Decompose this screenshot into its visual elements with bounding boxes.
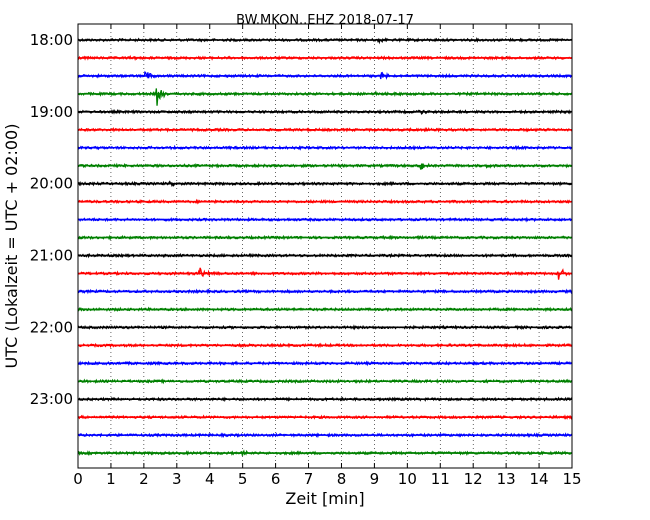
x-tick-label: 15 bbox=[562, 470, 581, 488]
y-tick-label: 19:00 bbox=[30, 103, 73, 121]
seismogram-trace bbox=[77, 162, 573, 170]
y-tick-label: 22:00 bbox=[30, 318, 73, 336]
x-tick-label: 10 bbox=[398, 470, 417, 488]
grid-layer bbox=[110, 24, 540, 468]
y-tick-label: 20:00 bbox=[30, 175, 73, 193]
plot-frame bbox=[77, 23, 573, 469]
y-axis-label: UTC (Lokalzeit = UTC + 02:00) bbox=[2, 124, 21, 369]
x-tick-label: 1 bbox=[106, 470, 116, 488]
x-tick-label: 3 bbox=[172, 470, 182, 488]
x-tick-label: 9 bbox=[370, 470, 380, 488]
x-tick-label: 0 bbox=[73, 470, 83, 488]
x-tick-label: 4 bbox=[205, 470, 215, 488]
x-tick-label: 8 bbox=[337, 470, 347, 488]
x-tick-label: 14 bbox=[530, 470, 549, 488]
x-tick-label: 2 bbox=[139, 470, 149, 488]
x-tick-label: 5 bbox=[238, 470, 248, 488]
x-axis-label: Zeit [min] bbox=[285, 489, 364, 508]
traces-layer bbox=[77, 36, 573, 456]
chart-title: BW.MKON..EHZ 2018-07-17 bbox=[236, 13, 414, 28]
x-tick-label: 11 bbox=[431, 470, 450, 488]
y-tick-label: 18:00 bbox=[30, 31, 73, 49]
x-ticks-layer: 0 1 2 3 4 5 6 7 8 9 10 11 12 13 14 15 bbox=[73, 24, 582, 488]
y-tick-label: 23:00 bbox=[30, 390, 73, 408]
y-ticks-layer: 18:00 19:00 20:00 21:00 22:00 23:00 bbox=[30, 31, 572, 408]
x-tick-label: 12 bbox=[464, 470, 483, 488]
seismogram-trace bbox=[77, 88, 573, 106]
x-tick-label: 6 bbox=[271, 470, 281, 488]
x-tick-label: 13 bbox=[497, 470, 516, 488]
x-tick-label: 7 bbox=[304, 470, 314, 488]
y-tick-label: 21:00 bbox=[30, 247, 73, 265]
